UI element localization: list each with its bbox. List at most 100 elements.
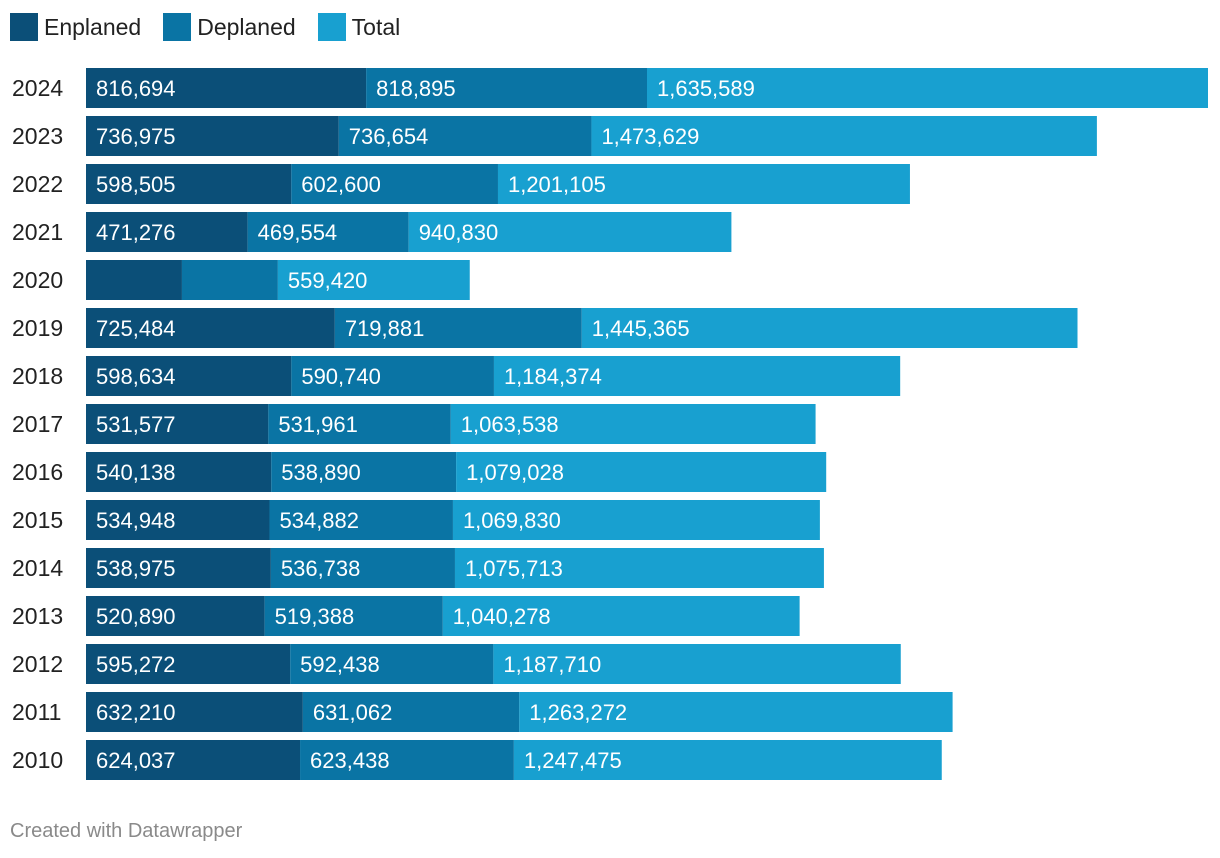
- data-label-total-2022: 1,201,105: [508, 172, 606, 197]
- bar-row-2012: 2012 595,272 592,438 1,187,710: [12, 644, 901, 684]
- data-label-enplaned-2014: 538,975: [96, 556, 176, 581]
- data-label-total-2018: 1,184,374: [504, 364, 602, 389]
- bar-row-2021: 2021 471,276 469,554 940,830: [12, 212, 732, 252]
- data-label-total-2011: 1,263,272: [529, 700, 627, 725]
- bar-deplaned-2018[interactable]: [291, 356, 494, 396]
- bar-total-2021[interactable]: [408, 212, 732, 252]
- bar-enplaned-2015[interactable]: [86, 500, 270, 540]
- bar-deplaned-2011[interactable]: [302, 692, 520, 732]
- bar-deplaned-2024[interactable]: [366, 68, 647, 108]
- data-label-deplaned-2019: 719,881: [345, 316, 425, 341]
- data-label-deplaned-2018: 590,740: [301, 364, 381, 389]
- year-label-2024: 2024: [12, 75, 63, 101]
- legend-swatch-deplaned: [163, 13, 192, 41]
- legend-swatch-total: [317, 13, 346, 41]
- bar-deplaned-2021[interactable]: [247, 212, 409, 252]
- legend-item-total[interactable]: Total: [317, 13, 401, 41]
- bar-enplaned-2019[interactable]: [86, 308, 335, 348]
- bar-total-2020[interactable]: [277, 260, 470, 300]
- bar-deplaned-2016[interactable]: [271, 452, 457, 492]
- bar-deplaned-2014[interactable]: [270, 548, 455, 588]
- bar-total-2015[interactable]: [452, 500, 820, 540]
- year-label-2022: 2022: [12, 171, 63, 197]
- bar-enplaned-2011[interactable]: [86, 692, 303, 732]
- bar-deplaned-2022[interactable]: [291, 164, 498, 204]
- data-label-total-2012: 1,187,710: [503, 652, 601, 677]
- bar-row-2019: 2019 725,484 719,881 1,445,365: [12, 308, 1078, 348]
- bar-enplaned-2016[interactable]: [86, 452, 272, 492]
- data-label-deplaned-2015: 534,882: [279, 508, 359, 533]
- bar-total-2022[interactable]: [497, 164, 910, 204]
- footer-credit: Created with Datawrapper: [10, 820, 243, 842]
- bar-enplaned-2010[interactable]: [86, 740, 301, 780]
- bar-total-2019[interactable]: [581, 308, 1078, 348]
- bar-total-2014[interactable]: [454, 548, 824, 588]
- legend-swatch-enplaned: [10, 13, 38, 41]
- data-label-total-2013: 1,040,278: [453, 604, 551, 629]
- data-label-enplaned-2021: 471,276: [96, 220, 176, 245]
- year-label-2016: 2016: [12, 459, 63, 485]
- data-label-total-2024: 1,635,589: [657, 76, 755, 101]
- bar-total-2017[interactable]: [450, 404, 816, 444]
- year-label-2017: 2017: [12, 411, 63, 437]
- bar-total-2011[interactable]: [519, 692, 953, 732]
- bar-deplaned-2019[interactable]: [334, 308, 582, 348]
- year-label-2010: 2010: [12, 747, 63, 773]
- bar-enplaned-2023[interactable]: [86, 116, 339, 156]
- bar-total-2024[interactable]: [647, 68, 1208, 108]
- bar-enplaned-2022[interactable]: [86, 164, 292, 204]
- data-label-deplaned-2014: 536,738: [281, 556, 361, 581]
- bar-deplaned-2012[interactable]: [290, 644, 494, 684]
- bar-row-2020: 2020 559,420: [12, 260, 470, 300]
- bar-enplaned-2013[interactable]: [86, 596, 265, 636]
- legend: Enplaned Deplaned Total: [10, 12, 422, 42]
- data-label-enplaned-2023: 736,975: [96, 124, 176, 149]
- bar-total-2013[interactable]: [442, 596, 800, 636]
- bar-enplaned-2012[interactable]: [86, 644, 291, 684]
- stacked-bar-chart: 2024 816,694 818,895 1,635,589 2023 736,975 73…: [12, 68, 1208, 780]
- year-label-2014: 2014: [12, 555, 63, 581]
- data-label-deplaned-2010: 623,438: [310, 748, 390, 773]
- data-label-deplaned-2022: 602,600: [301, 172, 381, 197]
- data-label-total-2017: 1,063,538: [461, 412, 559, 437]
- legend-label-total: Total: [351, 13, 401, 40]
- legend-item-enplaned[interactable]: Enplaned: [10, 13, 141, 41]
- data-label-enplaned-2019: 725,484: [96, 316, 176, 341]
- bar-total-2018[interactable]: [493, 356, 901, 396]
- bar-total-2023[interactable]: [591, 116, 1097, 156]
- bar-enplaned-2018[interactable]: [86, 356, 292, 396]
- year-label-2018: 2018: [12, 363, 63, 389]
- bar-row-2014: 2014 538,975 536,738 1,075,713: [12, 548, 824, 588]
- data-label-enplaned-2018: 598,634: [96, 364, 176, 389]
- data-label-enplaned-2015: 534,948: [96, 508, 176, 533]
- bar-deplaned-2015[interactable]: [269, 500, 453, 540]
- legend-item-deplaned[interactable]: Deplaned: [163, 13, 296, 41]
- data-label-deplaned-2012: 592,438: [300, 652, 380, 677]
- data-label-deplaned-2023: 736,654: [349, 124, 429, 149]
- bar-enplaned-2021[interactable]: [86, 212, 248, 252]
- data-label-enplaned-2016: 540,138: [96, 460, 176, 485]
- bar-total-2016[interactable]: [456, 452, 827, 492]
- year-label-2011: 2011: [12, 699, 61, 725]
- bar-deplaned-2017[interactable]: [268, 404, 451, 444]
- data-label-total-2015: 1,069,830: [463, 508, 561, 533]
- data-label-deplaned-2024: 818,895: [376, 76, 456, 101]
- year-label-2023: 2023: [12, 123, 63, 149]
- bar-enplaned-2024[interactable]: [86, 68, 367, 108]
- data-label-deplaned-2013: 519,388: [275, 604, 355, 629]
- data-label-enplaned-2022: 598,505: [96, 172, 176, 197]
- year-label-2013: 2013: [12, 603, 63, 629]
- bar-deplaned-2020[interactable]: [181, 260, 278, 300]
- data-label-total-2014: 1,075,713: [465, 556, 563, 581]
- bar-total-2012[interactable]: [493, 644, 901, 684]
- bar-enplaned-2017[interactable]: [86, 404, 269, 444]
- bar-total-2010[interactable]: [513, 740, 942, 780]
- bar-enplaned-2014[interactable]: [86, 548, 271, 588]
- bar-deplaned-2023[interactable]: [338, 116, 592, 156]
- bar-deplaned-2010[interactable]: [300, 740, 514, 780]
- data-label-deplaned-2021: 469,554: [258, 220, 338, 245]
- bar-deplaned-2013[interactable]: [264, 596, 443, 636]
- data-label-deplaned-2011: 631,062: [313, 700, 393, 725]
- data-label-total-2020: 559,420: [288, 268, 368, 293]
- bar-enplaned-2020[interactable]: [86, 260, 182, 300]
